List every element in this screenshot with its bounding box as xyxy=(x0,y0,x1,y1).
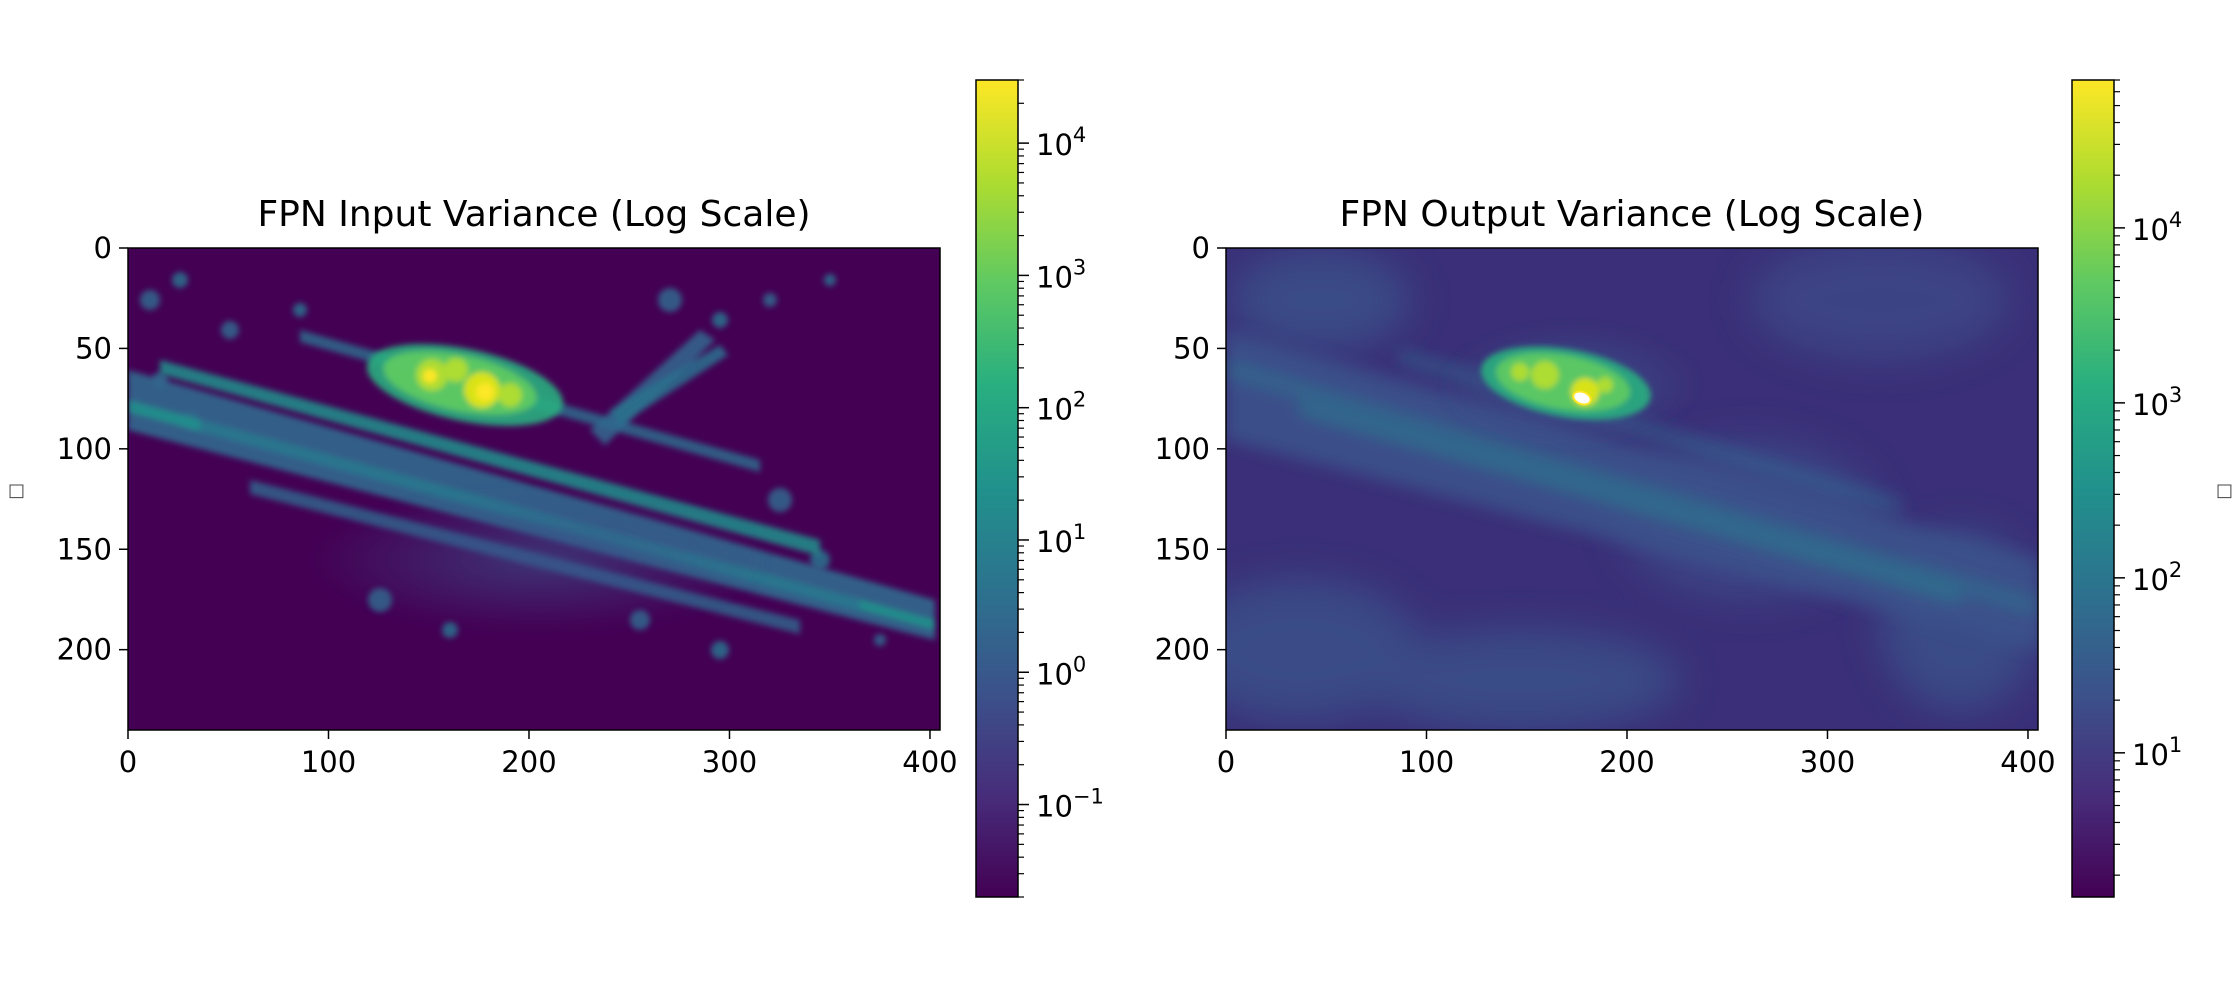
input-variance-heatmap xyxy=(128,248,940,730)
output-x-tick-label: 100 xyxy=(1399,745,1454,779)
output-y-tick-label: 0 xyxy=(1192,231,1210,265)
side-mark-left: □ xyxy=(8,480,25,501)
input-y-tick-label: 50 xyxy=(75,331,112,365)
input-colorbar-tick-label: 102 xyxy=(1036,388,1086,427)
output-colorbar-tick-label: 104 xyxy=(2132,208,2182,247)
output-colorbar-tick-label: 103 xyxy=(2132,383,2182,422)
side-mark-right: □ xyxy=(2216,480,2233,501)
input-colorbar-tick-label: 103 xyxy=(1036,255,1086,294)
output-y-tick-label: 150 xyxy=(1155,532,1210,566)
output-x-tick-label: 300 xyxy=(1800,745,1855,779)
output-variance-heatmap xyxy=(1226,248,2038,730)
input-x-tick-label: 200 xyxy=(501,745,556,779)
input-x-tick-label: 100 xyxy=(301,745,356,779)
input-y-tick-label: 200 xyxy=(57,633,112,667)
output-y-tick-label: 100 xyxy=(1155,432,1210,466)
input-colorbar-tick-label: 104 xyxy=(1036,123,1086,162)
input-colorbar-tick-label: 100 xyxy=(1036,652,1086,691)
output-x-tick-label: 200 xyxy=(1599,745,1654,779)
output-y-tick-label: 50 xyxy=(1173,331,1210,365)
input-colorbar-tick-label: 101 xyxy=(1036,520,1086,559)
input-variance-panel: FPN Input Variance (Log Scale) xyxy=(57,79,1104,898)
input-y-tick-label: 100 xyxy=(57,432,112,466)
output-variance-title: FPN Output Variance (Log Scale) xyxy=(1340,194,1925,235)
output-variance-colorbar: 104 103 102 101 xyxy=(2071,79,2182,898)
output-y-tick-label: 200 xyxy=(1155,633,1210,667)
output-x-tick-label: 0 xyxy=(1217,745,1235,779)
input-x-tick-label: 0 xyxy=(119,745,137,779)
output-x-tick-label: 400 xyxy=(2000,745,2055,779)
input-x-tick-label: 400 xyxy=(902,745,957,779)
input-x-tick-label: 300 xyxy=(702,745,757,779)
output-colorbar-tick-label: 102 xyxy=(2132,558,2182,597)
input-variance-title: FPN Input Variance (Log Scale) xyxy=(257,194,810,235)
output-variance-panel: FPN Output Variance (Log Scale) xyxy=(1155,79,2182,898)
output-colorbar-tick-label: 101 xyxy=(2132,733,2182,772)
input-colorbar-tick-label: 10−1 xyxy=(1036,785,1104,824)
input-variance-colorbar: 104 103 102 101 100 10−1 xyxy=(975,79,1104,898)
input-y-tick-label: 0 xyxy=(94,231,112,265)
input-y-tick-label: 150 xyxy=(57,532,112,566)
